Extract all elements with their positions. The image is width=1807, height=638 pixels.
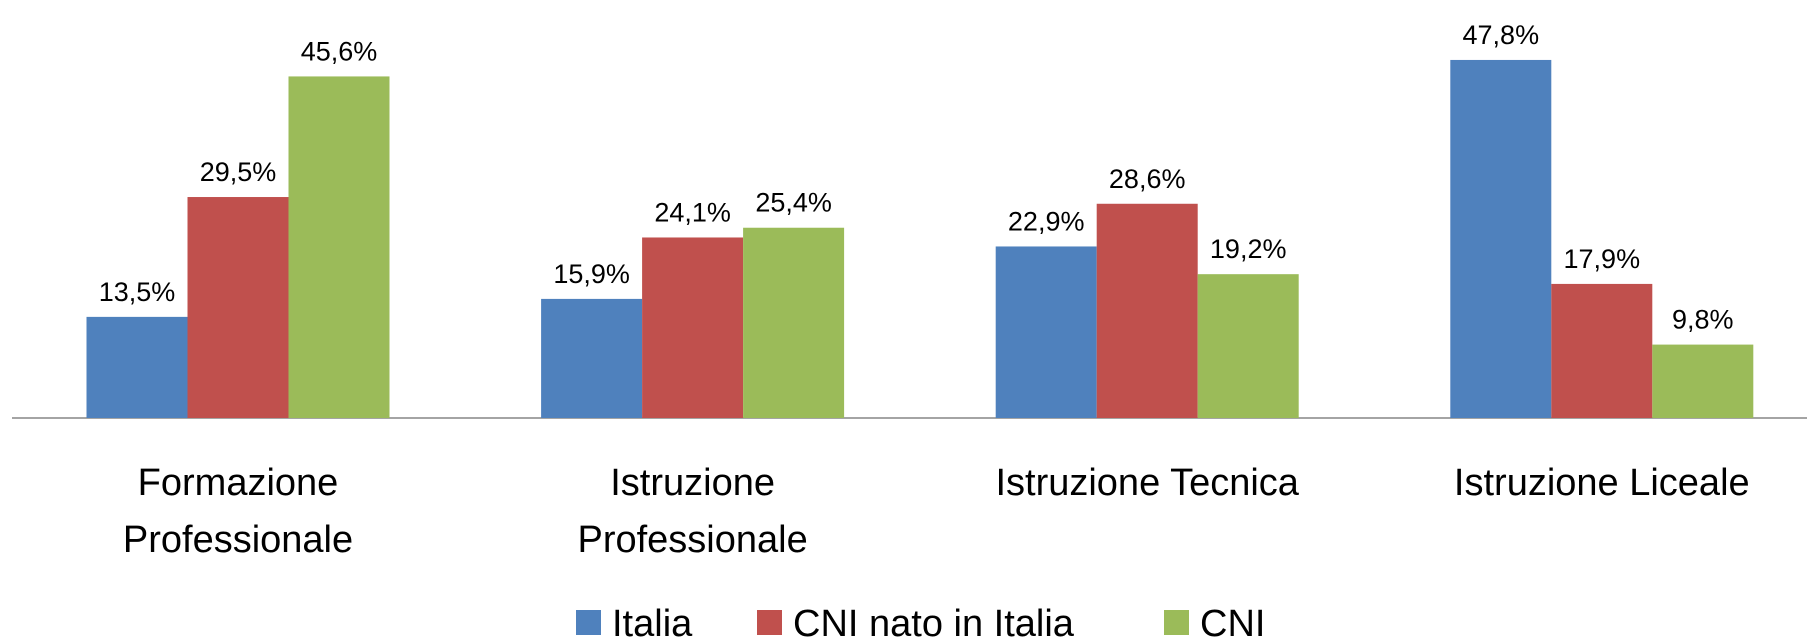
data-label: 19,2% [1210, 234, 1287, 264]
bar [1450, 59, 1552, 419]
x-tick-label: Istruzione Professionale [577, 462, 807, 561]
x-tick-label: Istruzione Tecnica [995, 462, 1299, 504]
legend-swatch [1164, 610, 1189, 635]
data-label: 24,1% [654, 197, 731, 227]
legend-label: Italia [612, 603, 693, 638]
data-label: 25,4% [755, 188, 832, 218]
legend-swatch [576, 610, 601, 635]
bar [995, 246, 1097, 418]
bar [743, 227, 845, 418]
data-label: 47,8% [1463, 20, 1540, 50]
bar [642, 237, 744, 418]
data-label: 13,5% [99, 277, 176, 307]
data-label: 15,9% [553, 259, 630, 289]
bar [1652, 344, 1754, 418]
bar [288, 76, 390, 418]
bar [1096, 203, 1198, 418]
x-tick-label: Formazione Professionale [123, 462, 353, 561]
x-tick-label: Istruzione Liceale [1454, 462, 1750, 504]
data-label: 22,9% [1008, 206, 1085, 236]
bar [1551, 283, 1653, 418]
data-label: 45,6% [301, 36, 378, 66]
data-label: 17,9% [1564, 244, 1641, 274]
bar [1197, 274, 1299, 418]
data-label: 9,8% [1672, 305, 1734, 335]
legend-label: CNI nato in Italia [793, 603, 1075, 638]
bar [541, 298, 643, 418]
data-label: 29,5% [200, 157, 277, 187]
legend-label: CNI [1200, 603, 1265, 638]
bar [86, 316, 188, 418]
legend-swatch [757, 610, 782, 635]
data-label: 28,6% [1109, 164, 1186, 194]
bar [187, 197, 289, 418]
